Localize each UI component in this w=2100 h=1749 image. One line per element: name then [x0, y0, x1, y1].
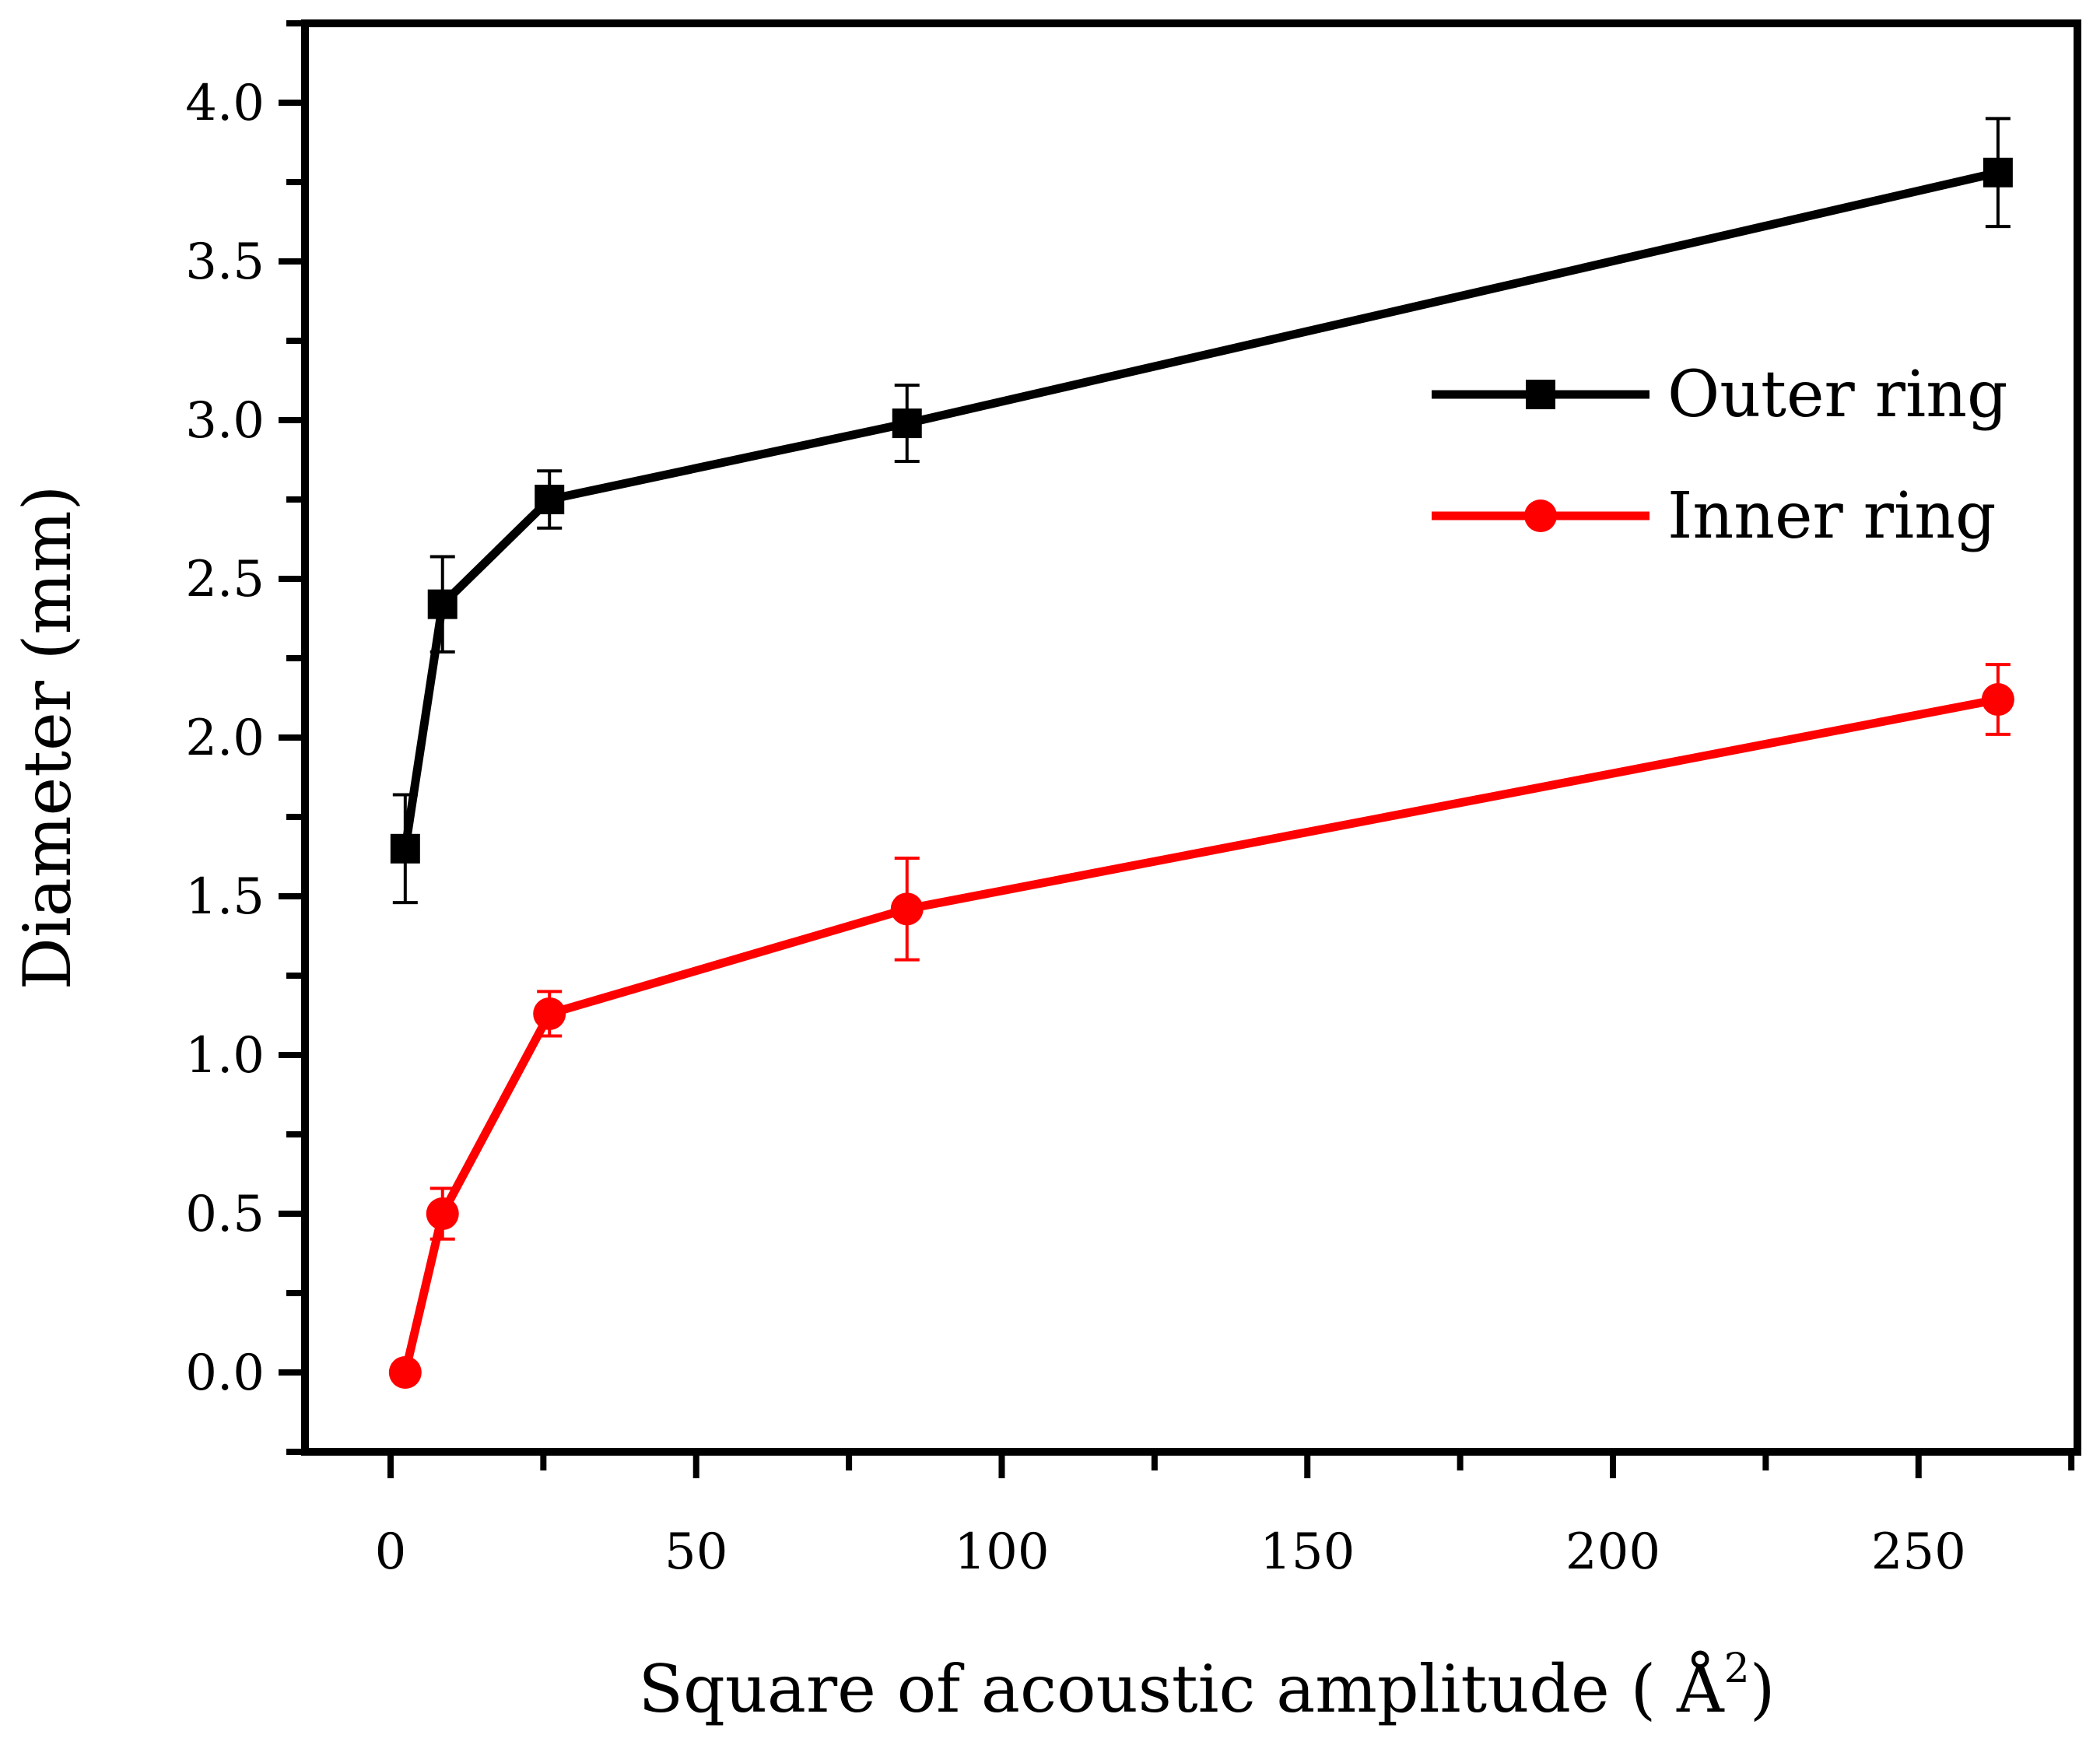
x-axis-title: Square of acoustic amplitude ( Å2) — [639, 1646, 1776, 1727]
x-tick-label: 250 — [1871, 1523, 1966, 1581]
data-point — [426, 1197, 459, 1230]
data-point — [535, 485, 565, 514]
y-tick-label: 0.0 — [185, 1344, 265, 1402]
x-tick-label: 0 — [375, 1523, 407, 1581]
legend-item: Inner ring — [1432, 479, 1997, 553]
y-tick-label: 2.0 — [185, 710, 265, 767]
data-point — [533, 997, 566, 1030]
y-tick-label: 3.5 — [185, 233, 265, 291]
x-axis-title-superscript: 2 — [1724, 1646, 1750, 1692]
legend: Outer ring Inner ring — [1432, 358, 2008, 553]
plot-frame — [301, 19, 2081, 1456]
data-point — [892, 408, 922, 439]
data-point — [890, 892, 924, 926]
data-point — [1983, 157, 2013, 188]
data-point — [427, 589, 458, 619]
legend-label: Inner ring — [1667, 479, 1997, 553]
axes: 0.0 0.5 1.0 1.5 2.0 2.5 3.0 3.5 4.0 0 50 100 150 200 2… — [185, 20, 2075, 1581]
series-1 — [388, 663, 2014, 1389]
data-point — [388, 1356, 422, 1389]
y-tick-label: 1.5 — [185, 868, 265, 926]
x-tick-label: 200 — [1565, 1523, 1660, 1581]
series-0 — [390, 117, 2013, 905]
legend-marker — [1524, 499, 1557, 532]
x-tick-label: 150 — [1260, 1523, 1355, 1581]
legend-label: Outer ring — [1667, 358, 2008, 432]
y-tick-label: 3.0 — [185, 392, 265, 450]
y-tick-label: 2.5 — [185, 551, 265, 608]
x-axis-title-text: Square of acoustic amplitude ( Å — [639, 1650, 1725, 1727]
y-tick-label: 1.0 — [185, 1027, 265, 1085]
data-point — [390, 833, 420, 864]
series-line — [401, 695, 1999, 1374]
x-tick-label: 100 — [954, 1523, 1049, 1581]
y-tick-label: 0.5 — [185, 1186, 265, 1243]
y-axis-title: Diameter (mm) — [9, 485, 86, 990]
legend-item: Outer ring — [1432, 358, 2008, 432]
y-tick-label: 4.0 — [185, 75, 265, 132]
x-tick-label: 50 — [664, 1523, 727, 1581]
data-point — [1981, 683, 2014, 717]
x-axis-title-close: ) — [1750, 1651, 1776, 1727]
legend-marker — [1526, 380, 1555, 409]
plot-area — [388, 117, 2014, 1389]
